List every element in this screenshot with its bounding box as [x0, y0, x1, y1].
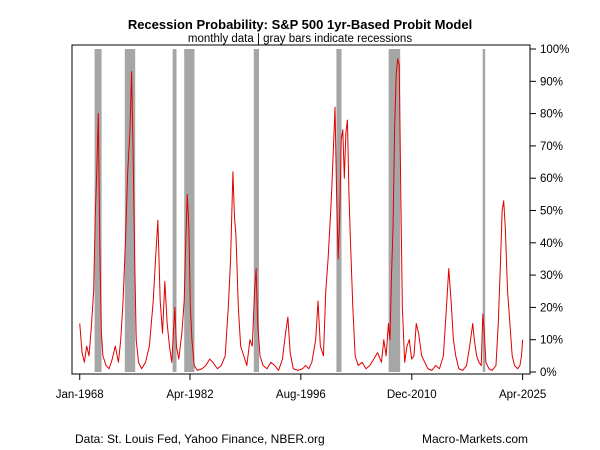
recession-bar-2: [124, 49, 136, 372]
x-tick-label: Aug-1996: [276, 389, 326, 401]
x-axis: Jan-1968 Apr-1982 Aug-1996 Dec-2010 Apr-2025: [56, 373, 546, 401]
brand-label: Macro-Markets.com: [422, 432, 528, 446]
x-tick-label: Dec-2010: [387, 389, 437, 401]
y-tick-label: 50%: [540, 206, 563, 218]
y-tick-label: 20%: [540, 302, 563, 314]
y-tick-label: 40%: [540, 238, 563, 250]
y-tick-label: 100%: [540, 44, 569, 56]
recession-bar-3: [172, 49, 177, 372]
series-line-1: [79, 58, 524, 371]
y-tick-label: 80%: [540, 109, 563, 121]
probability-series: [79, 58, 524, 371]
plot-frame: [71, 44, 531, 375]
y-tick-label: 30%: [540, 270, 563, 282]
recession-bar-4: [184, 49, 195, 372]
recession-bar-5: [253, 49, 259, 372]
y-tick-label: 70%: [540, 141, 563, 153]
recession-bar-6: [336, 49, 342, 372]
recession-bar-1: [94, 49, 102, 372]
y-tick-label: 0%: [540, 367, 557, 379]
y-tick-label: 10%: [540, 335, 563, 347]
x-tick-label: Jan-1968: [56, 389, 104, 401]
y-axis: 0% 10% 20% 30% 40% 50% 60% 70% 80% 90% 100%: [529, 44, 569, 379]
x-tick-label: Apr-1982: [166, 389, 213, 401]
y-tick-label: 90%: [540, 76, 563, 88]
source-note: Data: St. Louis Fed, Yahoo Finance, NBER…: [75, 432, 325, 446]
recession-bars: [94, 49, 486, 372]
y-tick-label: 60%: [540, 173, 563, 185]
recession-bar-7: [388, 49, 401, 372]
recession-bar-8: [482, 49, 486, 372]
chart-subtitle: monthly data | gray bars indicate recess…: [188, 33, 412, 45]
x-tick-label: Apr-2025: [499, 389, 546, 401]
chart-title: Recession Probability: S&P 500 1yr-Based…: [128, 17, 472, 32]
